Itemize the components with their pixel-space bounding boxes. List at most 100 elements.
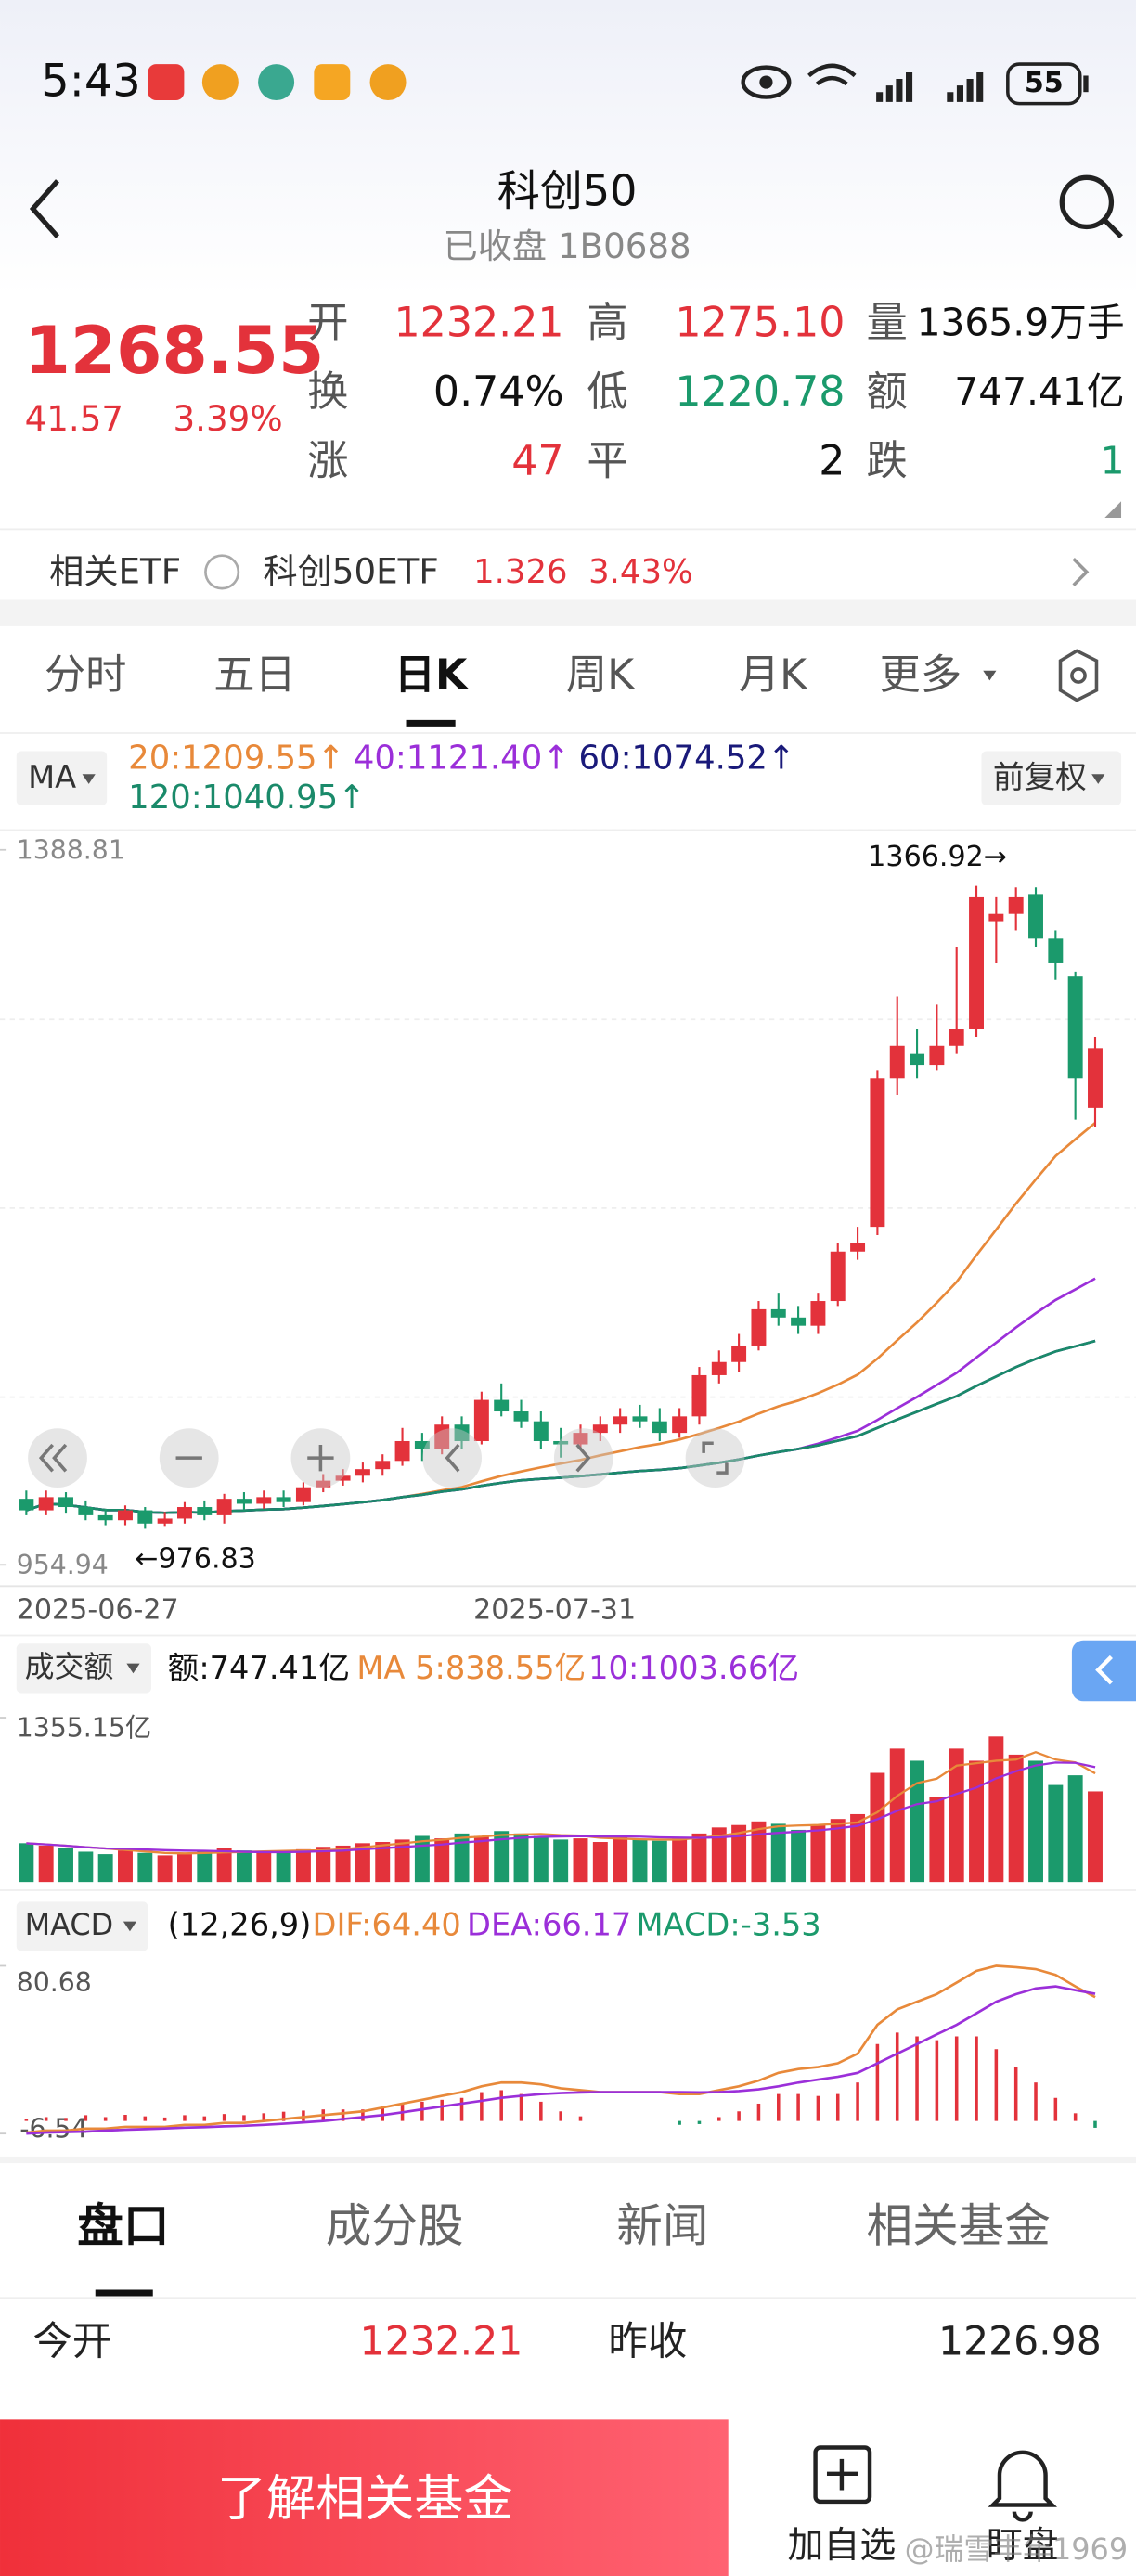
volume-bar bbox=[870, 1772, 885, 1883]
volume-bar bbox=[414, 1835, 430, 1883]
candle-body bbox=[137, 1510, 153, 1524]
candle-body bbox=[613, 1416, 628, 1425]
cta-button[interactable] bbox=[0, 2419, 729, 2576]
volume-bar bbox=[1028, 1760, 1043, 1883]
row-label: 今开 bbox=[32, 2319, 111, 2364]
add-watch-button[interactable] bbox=[813, 2445, 872, 2505]
price-change: 41.57 bbox=[25, 398, 123, 439]
candle-body bbox=[216, 1499, 232, 1515]
alert-label[interactable]: 盯盘 bbox=[987, 2525, 1059, 2567]
macd-max-label: 80.68 bbox=[17, 1967, 92, 1998]
period-tab[interactable]: 分时 bbox=[45, 651, 127, 699]
candle-body bbox=[672, 1416, 688, 1434]
candle-body bbox=[1067, 976, 1083, 1079]
info-icon[interactable] bbox=[204, 554, 240, 590]
detail-tab[interactable]: 相关基金 bbox=[867, 2198, 1051, 2252]
volume-bar bbox=[573, 1838, 588, 1883]
volume-bar bbox=[38, 1845, 54, 1883]
candle-body bbox=[355, 1469, 370, 1476]
zoom-control[interactable] bbox=[685, 1428, 745, 1488]
candle-body bbox=[929, 1045, 945, 1066]
macd-selector[interactable] bbox=[16, 1901, 148, 1951]
volume-bar bbox=[988, 1736, 1004, 1883]
volume-bar bbox=[830, 1819, 846, 1883]
settings-button[interactable] bbox=[1058, 649, 1099, 702]
quote-value: 1275.10 bbox=[675, 300, 845, 347]
ma-selector[interactable] bbox=[16, 751, 108, 805]
volume-selector[interactable] bbox=[16, 1643, 151, 1694]
zoom-control[interactable] bbox=[28, 1428, 87, 1488]
y-min-label: 954.94 bbox=[17, 1550, 109, 1580]
app-icon bbox=[201, 64, 239, 101]
quote-value: 1365.9万手 bbox=[917, 301, 1125, 345]
candle-body bbox=[751, 1308, 767, 1346]
period-tab[interactable]: 五日 bbox=[213, 651, 296, 699]
period-tab[interactable]: 日K bbox=[394, 651, 469, 699]
volume-bar bbox=[553, 1839, 569, 1883]
detail-tab[interactable]: 新闻 bbox=[616, 2198, 708, 2252]
candle-body bbox=[731, 1345, 747, 1362]
volume-bar bbox=[949, 1748, 964, 1883]
ma-value: 40:1121.40↑ bbox=[354, 739, 570, 777]
battery-tip bbox=[1083, 75, 1089, 93]
candle-body bbox=[197, 1507, 213, 1515]
back-button[interactable] bbox=[29, 179, 59, 238]
volume-bar bbox=[494, 1831, 510, 1883]
etf-name[interactable]: 科创50ETF bbox=[263, 551, 438, 592]
app-icon bbox=[314, 64, 351, 101]
volume-bar bbox=[929, 1797, 945, 1883]
candle-body bbox=[791, 1317, 807, 1326]
add-icon bbox=[826, 2458, 858, 2491]
dif-line bbox=[26, 1964, 1096, 2134]
period-tab[interactable]: 月K bbox=[739, 651, 807, 699]
cta-label[interactable]: 了解相关基金 bbox=[217, 2470, 513, 2528]
side-tab-arrow bbox=[1095, 1655, 1113, 1685]
candle-body bbox=[118, 1510, 133, 1521]
etf-chevron[interactable] bbox=[1072, 557, 1090, 586]
candle-body bbox=[1088, 1048, 1103, 1108]
adjust-selector[interactable] bbox=[981, 751, 1122, 805]
app-icon bbox=[148, 64, 185, 101]
period-tab[interactable]: 周K bbox=[566, 651, 635, 699]
quote-value: 47 bbox=[511, 438, 563, 485]
ma-value: 60:1074.52↑ bbox=[579, 739, 795, 777]
volume-bar bbox=[969, 1760, 985, 1883]
candle-body bbox=[770, 1308, 786, 1318]
volume-bar bbox=[197, 1851, 213, 1883]
candle-body bbox=[1028, 894, 1043, 939]
side-tab[interactable] bbox=[1071, 1640, 1136, 1702]
volume-bar bbox=[613, 1836, 628, 1883]
candle-body bbox=[988, 913, 1004, 922]
battery bbox=[1006, 62, 1082, 106]
candle-body bbox=[553, 1440, 569, 1445]
period-tab[interactable]: 更多 bbox=[880, 651, 962, 699]
app-icon bbox=[369, 64, 407, 101]
candle-body bbox=[78, 1507, 94, 1515]
candle-body bbox=[969, 896, 985, 1030]
search-button[interactable] bbox=[1059, 174, 1115, 230]
quote-label: 量 bbox=[866, 300, 907, 347]
candle-body bbox=[473, 1399, 489, 1441]
candle-body bbox=[316, 1480, 331, 1488]
row-label: 昨收 bbox=[608, 2319, 687, 2364]
volume-bar bbox=[889, 1748, 905, 1883]
ma-value: 120:1040.95↑ bbox=[128, 779, 366, 817]
candle-body bbox=[632, 1416, 648, 1422]
detail-tab[interactable]: 成分股 bbox=[326, 2198, 464, 2252]
add-watch-label[interactable]: 加自选 bbox=[787, 2525, 896, 2567]
volume-bar bbox=[731, 1824, 747, 1883]
dropdown-arrow bbox=[123, 1921, 137, 1932]
zoom-control[interactable] bbox=[553, 1428, 613, 1488]
alert-button[interactable] bbox=[988, 2450, 1057, 2522]
volume-bar bbox=[770, 1823, 786, 1883]
y-max-label: 1388.81 bbox=[17, 835, 125, 866]
detail-tab[interactable]: 盘口 bbox=[77, 2198, 169, 2252]
ma-label: MA bbox=[28, 759, 76, 795]
candle-body bbox=[434, 1424, 450, 1449]
volume-bar bbox=[1008, 1754, 1024, 1883]
zoom-control[interactable] bbox=[422, 1428, 483, 1488]
wifi-icon bbox=[807, 63, 857, 86]
corner-mark bbox=[1104, 501, 1122, 518]
volume-bar bbox=[118, 1850, 133, 1883]
